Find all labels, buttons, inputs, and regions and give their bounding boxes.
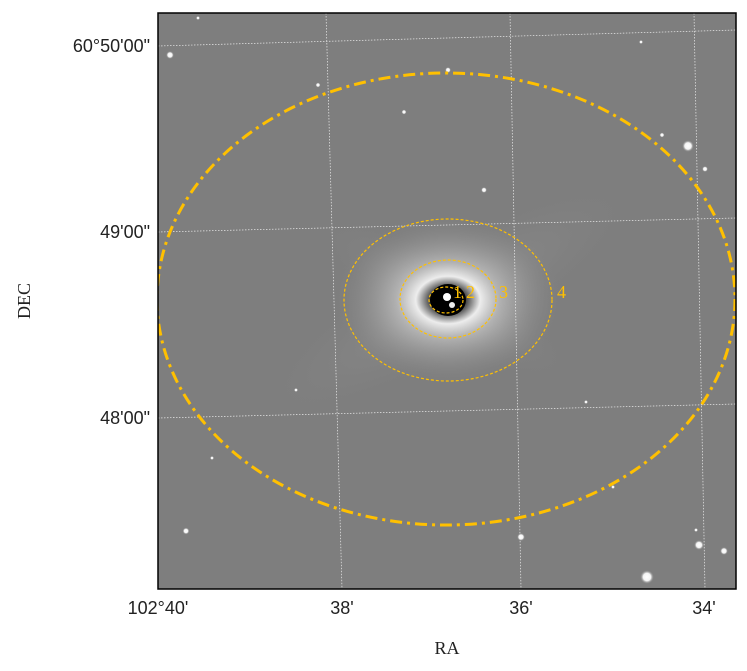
central-source [333,215,563,385]
ring-label-1: 1 [453,282,462,302]
x-tick-labels: 102°40' 38' 36' 34' [128,598,716,618]
y-tick-label: 48'00" [100,408,150,428]
image-frame [157,12,737,590]
x-tick-label: 38' [330,598,353,618]
y-axis-label: DEC [14,283,34,319]
y-tick-labels: 60°50'00" 49'00" 48'00" [73,36,150,428]
aperture-ellipse-2 [399,259,497,339]
field-stars [166,16,728,584]
y-tick-label: 49'00" [100,222,150,242]
ring-labels: 1 2 3 4 [453,282,566,302]
x-tick-label: 36' [509,598,532,618]
aperture-ellipse-outer [158,71,736,527]
x-tick-label: 102°40' [128,598,189,618]
coordinate-grid [158,13,736,589]
aperture-ellipse-3 [343,218,553,382]
ring-label-3: 3 [499,282,508,302]
x-axis-label: RA [434,638,459,658]
x-tick-label: 34' [692,598,715,618]
aperture-overlays [158,71,736,527]
sky-image: 1 2 3 4 [158,13,736,589]
ring-label-4: 4 [557,282,566,302]
y-tick-label: 60°50'00" [73,36,150,56]
aperture-ellipse-1 [428,286,464,314]
ring-label-2: 2 [466,282,475,302]
